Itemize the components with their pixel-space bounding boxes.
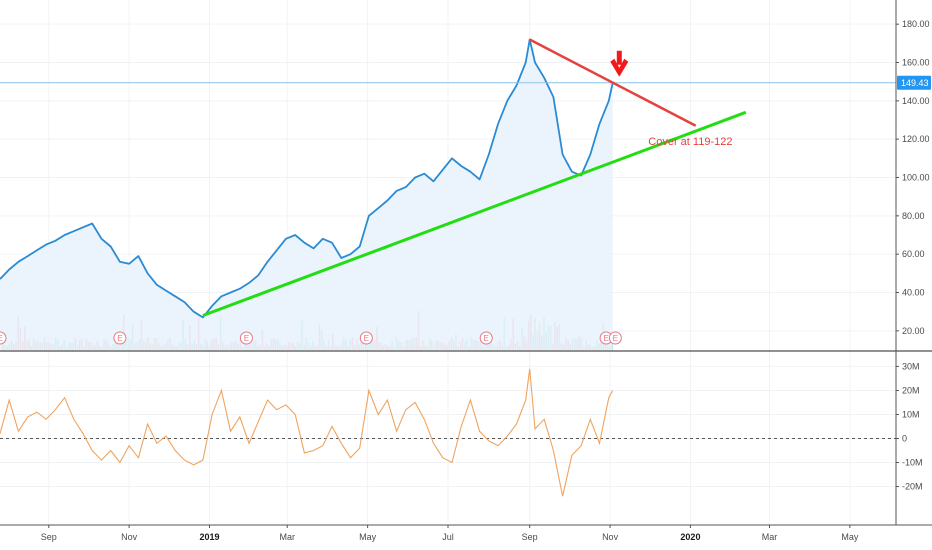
time-tick-label: Jul: [442, 532, 454, 542]
earnings-marker-circle: [239, 331, 253, 345]
earnings-marker-label: E: [244, 334, 249, 343]
time-tick-label: Sep: [41, 532, 57, 542]
time-tick-label: May: [841, 532, 859, 542]
earnings-marker-label: E: [117, 334, 122, 343]
earnings-marker-label: E: [484, 334, 489, 343]
price-tick-label: 120.00: [902, 134, 930, 144]
time-tick-label: 2019: [199, 532, 219, 542]
price-tick-label: 40.00: [902, 288, 925, 298]
price-tick-label: 100.00: [902, 173, 930, 183]
current-price-tag: 149.43: [897, 75, 931, 90]
earnings-marker-label: E: [603, 334, 608, 343]
current-price-tag-bg: [897, 75, 931, 90]
oscillator-axis[interactable]: 30M 20M 10M 0 -10M -20M: [896, 361, 923, 492]
time-tick-label: Mar: [762, 532, 778, 542]
earnings-marker: E: [608, 331, 622, 345]
time-tick-label: May: [359, 532, 377, 542]
osc-tick-label: 0: [902, 434, 907, 444]
osc-tick-label: -10M: [902, 458, 923, 468]
earnings-marker: E: [359, 331, 373, 345]
price-tick-label: 80.00: [902, 211, 925, 221]
time-axis[interactable]: Sep Nov 2019 Mar May Jul Sep Nov 2020 Mar May: [41, 525, 859, 542]
down-arrow-icon: [610, 50, 629, 77]
earnings-marker: E: [479, 331, 493, 345]
earnings-marker-circle: [113, 331, 127, 345]
earnings-marker: E: [113, 331, 127, 345]
earnings-marker: E: [599, 331, 613, 345]
price-tick-label: 20.00: [902, 326, 925, 336]
osc-tick-label: 20M: [902, 385, 920, 395]
resistance-trendline: [529, 38, 697, 127]
price-line: [0, 38, 614, 319]
cover-annotation: Cover at 119-122: [648, 136, 732, 148]
oscillator-line: [0, 368, 614, 497]
current-price-label: 149.43: [901, 78, 929, 88]
price-area-fill: [0, 39, 613, 350]
time-tick-label: Nov: [121, 532, 138, 542]
earnings-marker-label: E: [613, 334, 618, 343]
price-axis[interactable]: 20.00 40.00 60.00 80.00 100.00 120.00 140.00 16…: [896, 19, 930, 336]
time-tick-label: 2020: [680, 532, 700, 542]
osc-tick-label: 10M: [902, 409, 920, 419]
earnings-marker-circle: [479, 331, 493, 345]
price-tick-label: 180.00: [902, 19, 930, 29]
earnings-marker-circle: [359, 331, 373, 345]
osc-tick-label: 30M: [902, 361, 920, 371]
earnings-marker-circle: [0, 331, 7, 345]
price-tick-label: 140.00: [902, 96, 930, 106]
earnings-marker: E: [0, 331, 7, 345]
support-trendline: [202, 110, 747, 317]
earnings-marker-label: E: [364, 334, 369, 343]
osc-tick-label: -20M: [902, 482, 923, 492]
arrow-shaft: [616, 50, 622, 65]
time-tick-label: Mar: [279, 532, 295, 542]
price-tick-label: 160.00: [902, 58, 930, 68]
earnings-marker-circle: [608, 331, 622, 345]
price-tick-label: 60.00: [902, 249, 925, 259]
earnings-marker: E: [239, 331, 253, 345]
earnings-markers: EEEEEEE: [0, 331, 622, 345]
earnings-marker-label: E: [0, 334, 3, 343]
time-tick-label: Sep: [522, 532, 538, 542]
time-tick-label: Nov: [602, 532, 619, 542]
arrow-head: [610, 58, 629, 77]
